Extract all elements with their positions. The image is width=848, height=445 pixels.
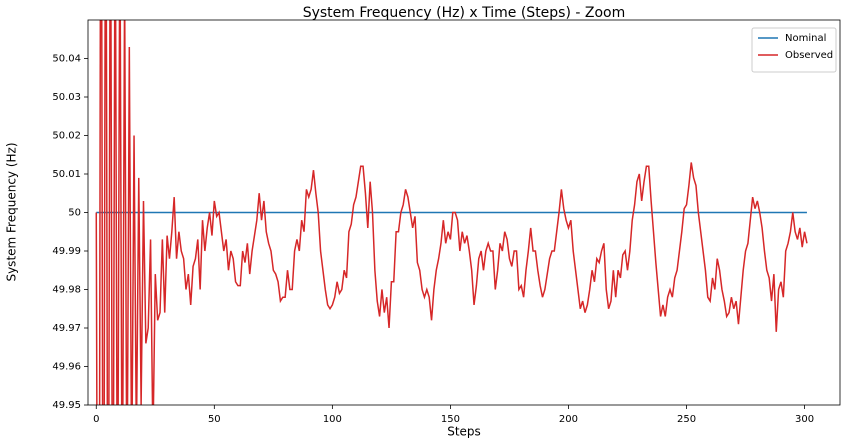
y-tick-label: 49.96 xyxy=(52,362,81,373)
x-tick-label: 250 xyxy=(677,414,696,425)
y-tick-label: 49.97 xyxy=(52,323,81,334)
x-tick-label: 0 xyxy=(93,414,99,425)
y-tick-label: 50.03 xyxy=(52,92,81,103)
x-axis-label: Steps xyxy=(447,425,481,439)
legend-label: Nominal xyxy=(785,33,826,44)
y-tick-label: 50.01 xyxy=(52,169,81,180)
legend-box xyxy=(751,27,837,73)
y-tick-label: 49.98 xyxy=(52,285,81,296)
y-tick-label: 50.04 xyxy=(52,54,81,65)
chart-title: System Frequency (Hz) x Time (Steps) - Z… xyxy=(303,5,626,21)
plot-area xyxy=(95,20,808,405)
y-axis-label: System Frequency (Hz) xyxy=(5,142,19,281)
x-tick-label: 150 xyxy=(441,414,460,425)
y-tick-label: 50.02 xyxy=(52,131,81,142)
x-tick-label: 200 xyxy=(559,414,578,425)
x-tick-label: 100 xyxy=(323,414,342,425)
y-tick-label: 50 xyxy=(68,208,81,219)
x-tick-label: 300 xyxy=(795,414,814,425)
legend-label: Observed xyxy=(785,50,833,61)
y-tick-label: 49.99 xyxy=(52,246,81,257)
y-tick-label: 49.95 xyxy=(52,400,81,411)
series-line xyxy=(95,20,808,405)
x-tick-label: 50 xyxy=(208,414,221,425)
